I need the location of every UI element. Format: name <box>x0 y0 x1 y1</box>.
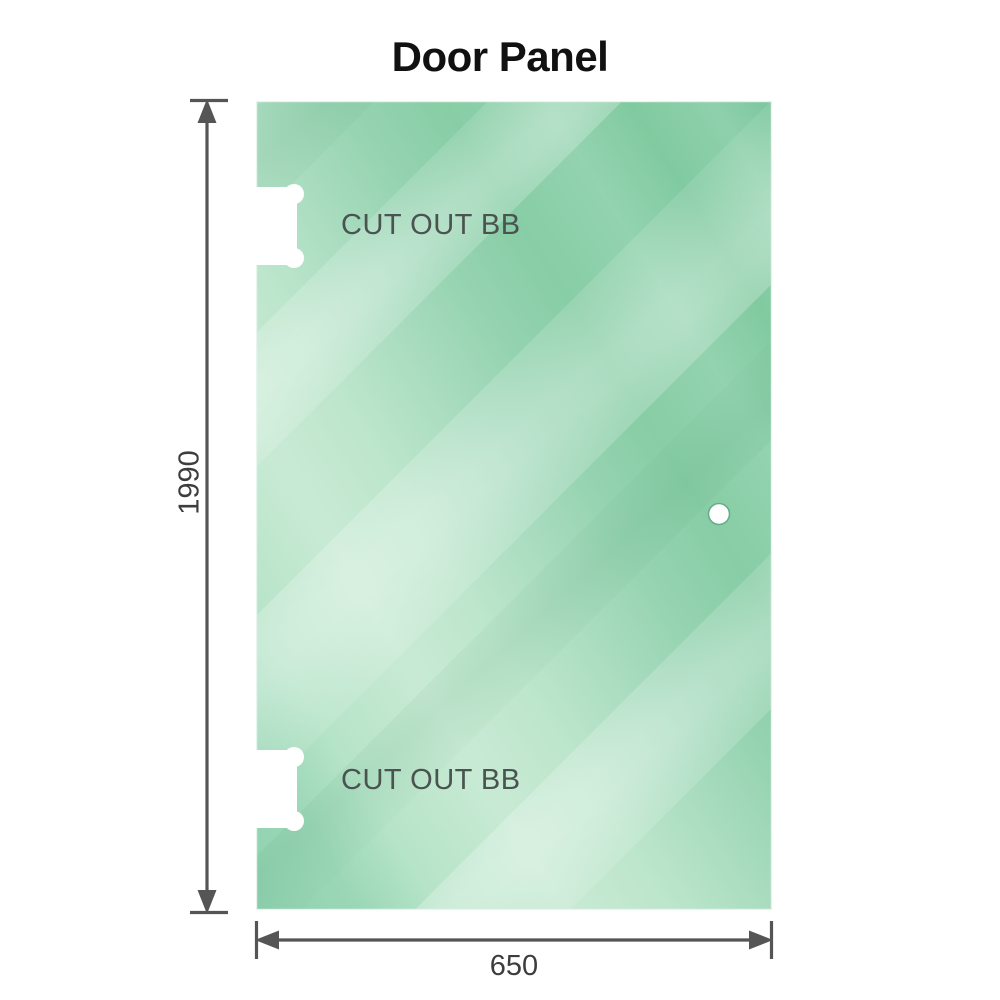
panel-graphic <box>256 101 772 910</box>
dimension-height-label: 1990 <box>173 450 206 515</box>
page-title: Door Panel <box>391 33 609 80</box>
door-panel <box>256 101 772 910</box>
cutout-label-lower: CUT OUT BB <box>341 764 521 796</box>
panel-glass-body <box>256 101 772 910</box>
handle-hole <box>707 502 731 526</box>
dimension-width-label: 650 <box>489 950 539 982</box>
cutout-label-upper: CUT OUT BB <box>341 209 521 241</box>
